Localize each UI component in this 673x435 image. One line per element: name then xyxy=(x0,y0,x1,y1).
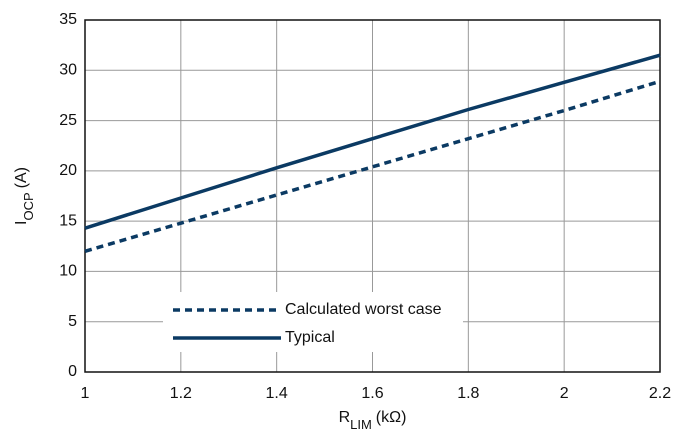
y-tick-label: 25 xyxy=(59,112,77,129)
y-tick-label: 0 xyxy=(68,363,77,380)
x-tick-label: 1.4 xyxy=(266,385,288,402)
y-tick-label: 15 xyxy=(59,212,77,229)
x-tick-label: 1.8 xyxy=(457,385,479,402)
y-axis-label: IOCP (A) xyxy=(13,167,36,225)
data-line xyxy=(84,79,661,253)
label-main: R xyxy=(339,409,351,426)
x-tick-label: 1.2 xyxy=(170,385,192,402)
plot-frame xyxy=(84,19,661,373)
x-axis-label: RLIM (kΩ) xyxy=(339,409,407,432)
legend-box xyxy=(163,292,463,352)
data-line xyxy=(84,53,661,230)
y-tick-label: 20 xyxy=(59,162,77,179)
legend-label: Typical xyxy=(285,329,335,346)
label-sub: LIM xyxy=(350,417,372,432)
label-sub: OCP xyxy=(21,192,36,220)
label-main: I xyxy=(13,221,30,225)
x-tick-label: 2 xyxy=(560,385,569,402)
label-unit: (kΩ) xyxy=(376,409,407,426)
x-tick-label: 1 xyxy=(81,385,90,402)
x-tick-label: 2.2 xyxy=(649,385,671,402)
x-tick-label: 1.6 xyxy=(361,385,383,402)
y-tick-label: 5 xyxy=(68,313,77,330)
y-tick-label: 30 xyxy=(59,62,77,79)
y-tick-label: 35 xyxy=(59,11,77,28)
y-tick-label: 10 xyxy=(59,263,77,280)
label-unit: (A) xyxy=(13,167,30,188)
legend-label: Calculated worst case xyxy=(285,301,442,318)
